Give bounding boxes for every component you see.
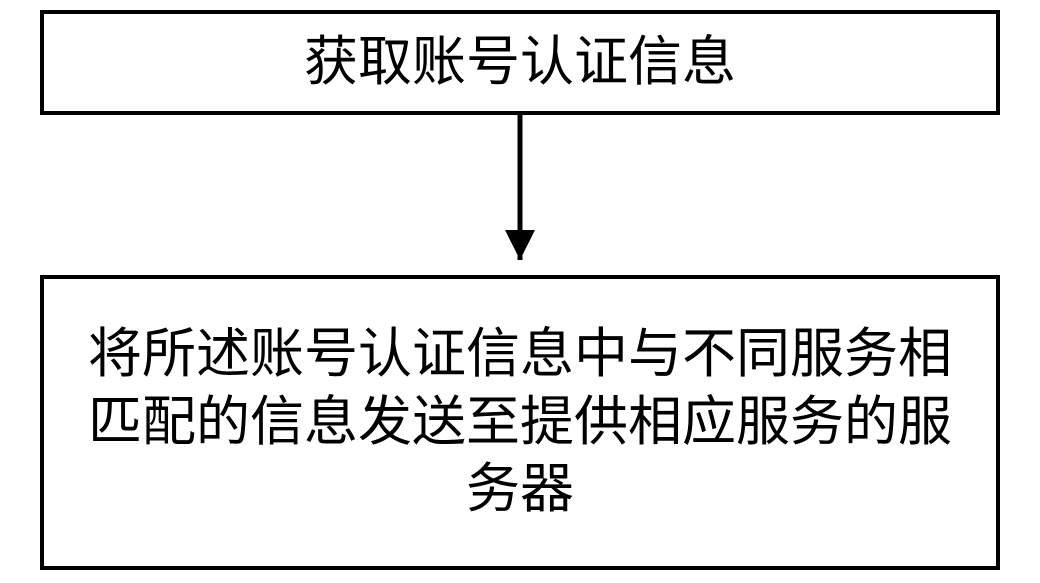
flowchart-node-step2: 将所述账号认证信息中与不同服务相匹配的信息发送至提供相应服务的服务器 (40, 275, 1000, 570)
flowchart-node-step1: 获取账号认证信息 (40, 10, 1000, 115)
node-label: 获取账号认证信息 (304, 29, 736, 97)
node-label: 将所述账号认证信息中与不同服务相匹配的信息发送至提供相应服务的服务器 (64, 321, 976, 524)
flowchart-canvas: 获取账号认证信息 将所述账号认证信息中与不同服务相匹配的信息发送至提供相应服务的… (0, 0, 1040, 583)
